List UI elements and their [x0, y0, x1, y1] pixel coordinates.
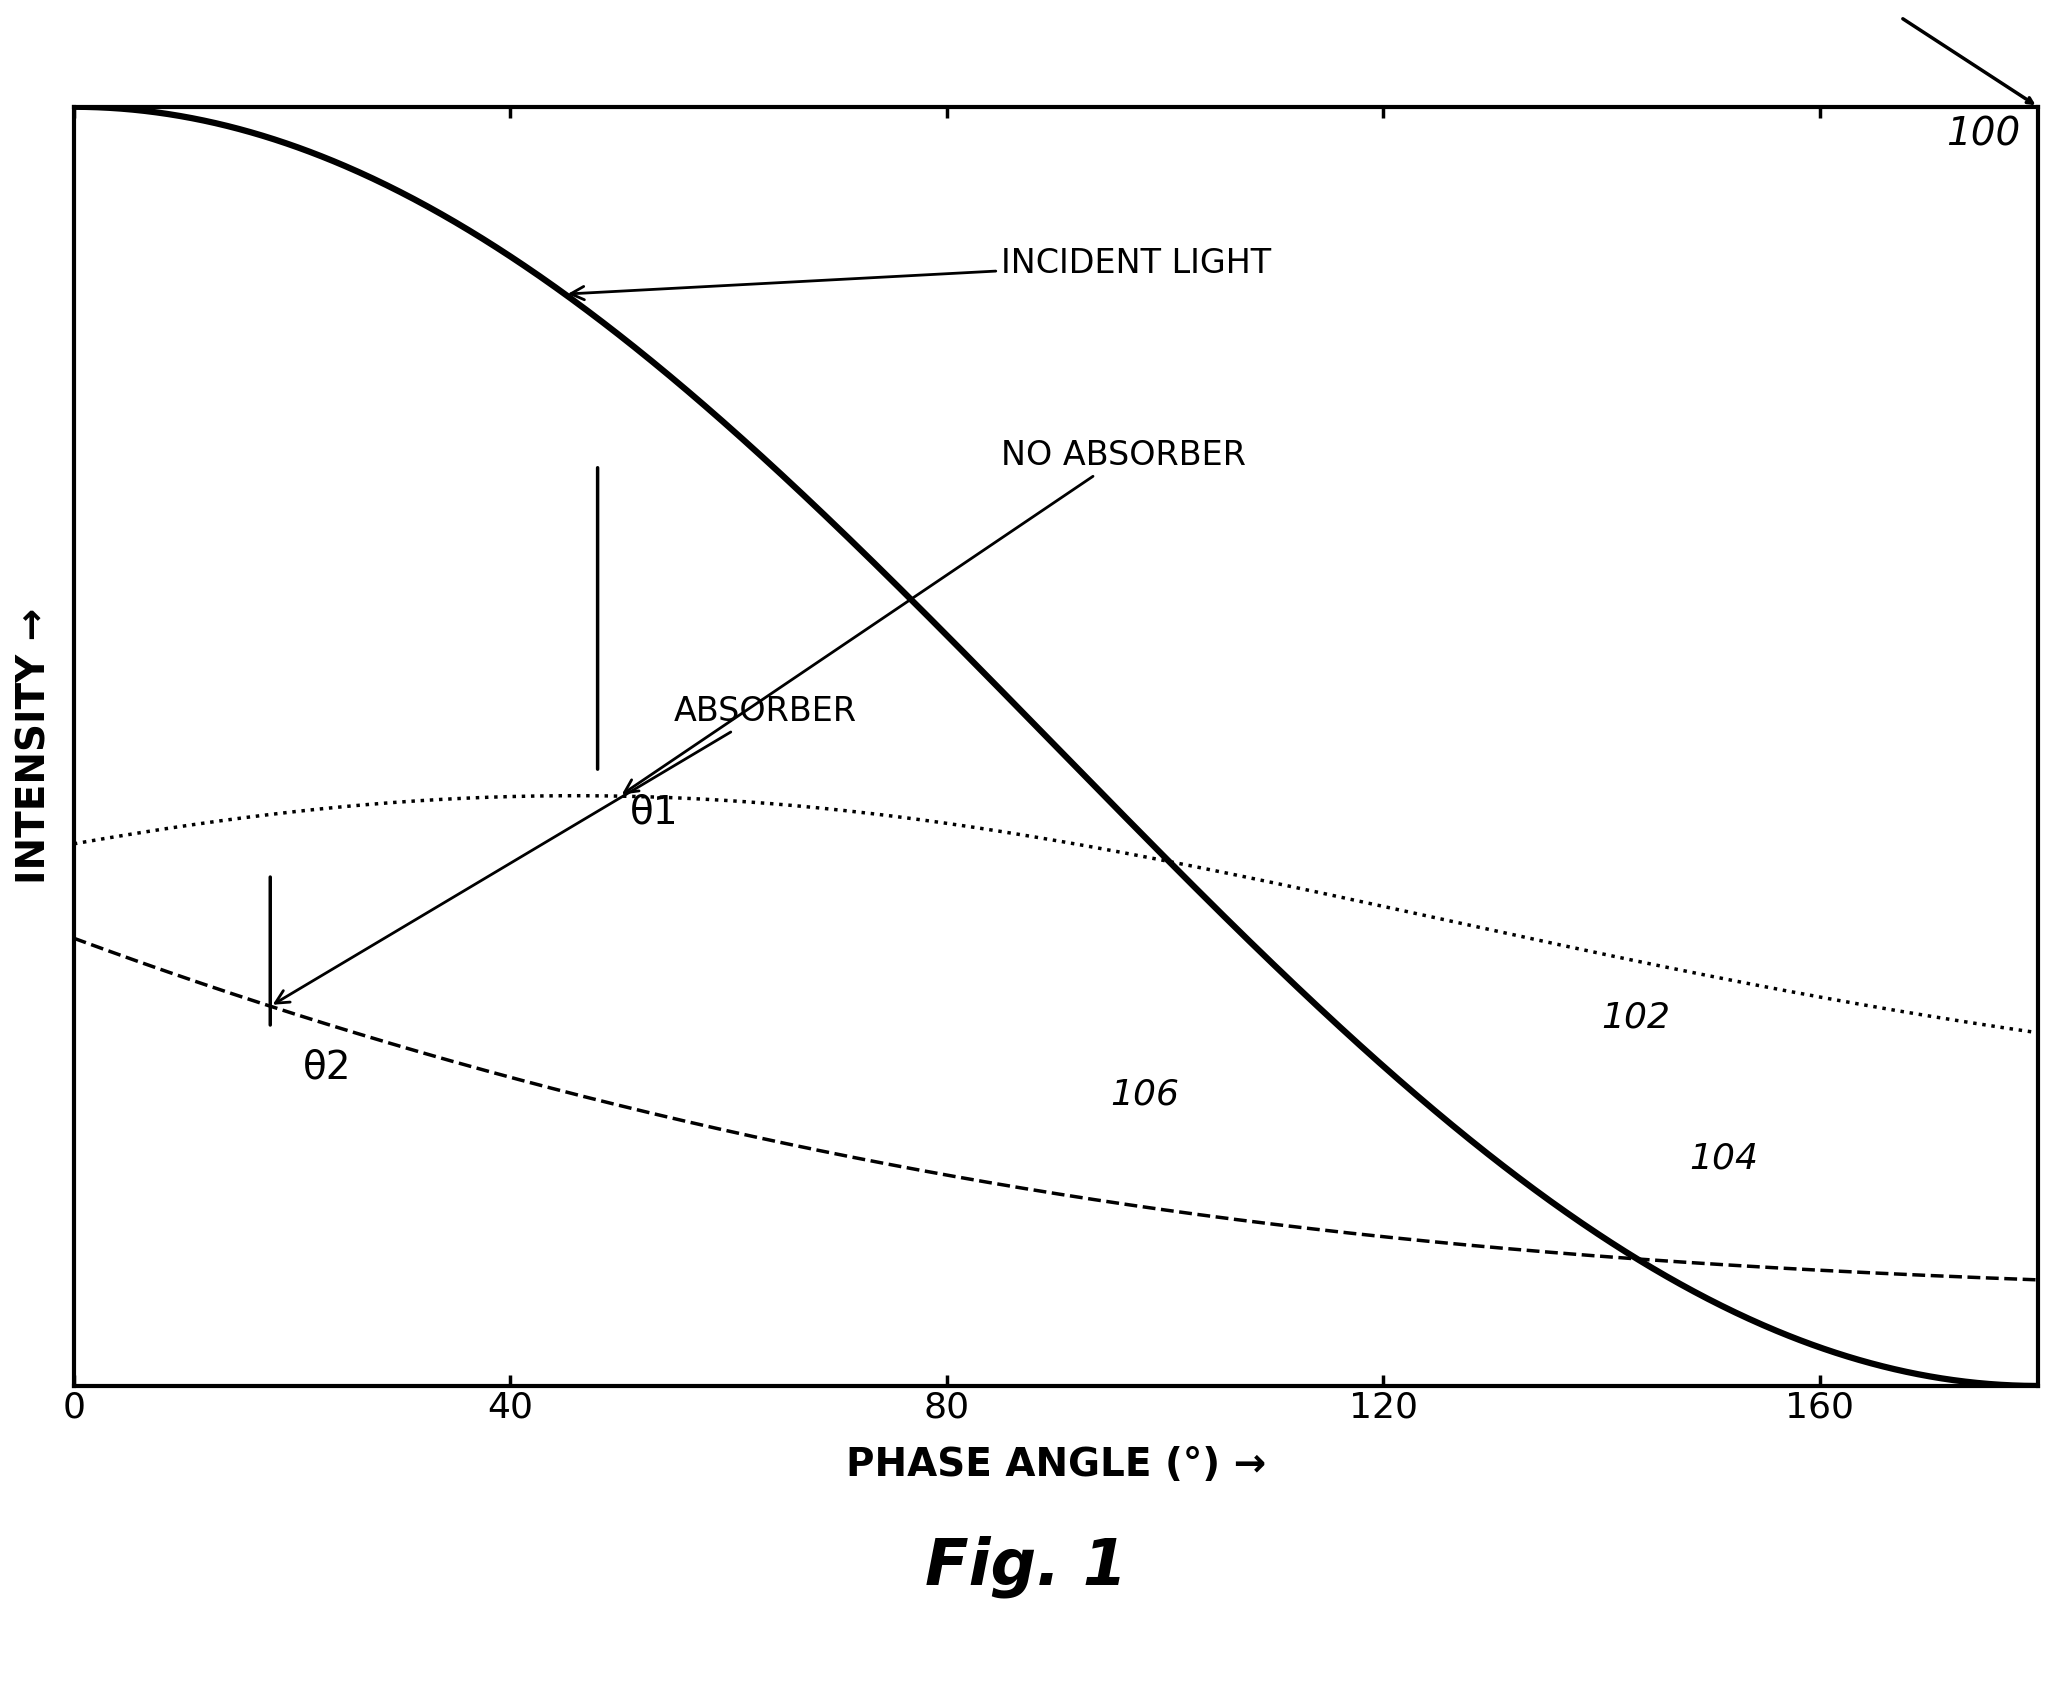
Text: θ1: θ1 [630, 794, 680, 831]
Text: θ2: θ2 [304, 1049, 351, 1087]
Text: 102: 102 [1601, 1001, 1671, 1035]
Text: ABSORBER: ABSORBER [275, 695, 856, 1003]
X-axis label: PHASE ANGLE (°) →: PHASE ANGLE (°) → [846, 1446, 1267, 1483]
Text: INCIDENT LIGHT: INCIDENT LIGHT [571, 247, 1271, 300]
Y-axis label: INTENSITY →: INTENSITY → [14, 608, 53, 884]
Text: 104: 104 [1690, 1141, 1757, 1175]
Text: 100: 100 [1946, 116, 2020, 153]
Text: Fig. 1: Fig. 1 [926, 1536, 1127, 1597]
Text: NO ABSORBER: NO ABSORBER [624, 439, 1246, 794]
Text: 106: 106 [1111, 1078, 1180, 1112]
